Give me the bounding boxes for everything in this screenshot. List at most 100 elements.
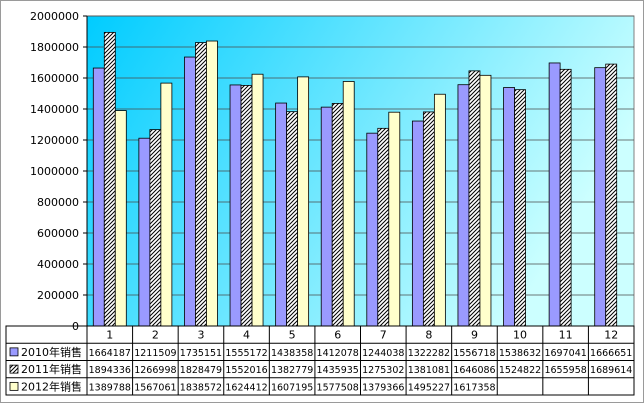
- y-tick-label: 1000000: [30, 165, 79, 178]
- data-label: 1697041: [544, 348, 586, 359]
- bar: [160, 82, 173, 327]
- bar: [468, 70, 481, 327]
- data-label: 1538632: [499, 348, 541, 359]
- bar: [605, 63, 618, 327]
- data-label: 1556718: [453, 348, 495, 359]
- legend-swatch: [9, 381, 19, 391]
- x-tick-label: 7: [380, 329, 387, 342]
- y-tick-label: 1600000: [30, 72, 79, 85]
- bar: [548, 62, 561, 327]
- legend-label: 2012年销售: [21, 379, 82, 393]
- data-label: 1894336: [89, 365, 131, 376]
- y-tick-label: 400000: [37, 258, 79, 271]
- bar: [275, 102, 288, 327]
- legend-swatch: [9, 364, 19, 374]
- x-tick-label: 2: [152, 329, 159, 342]
- bar: [514, 89, 526, 327]
- bar: [503, 87, 515, 327]
- data-label: 1624412: [225, 382, 267, 393]
- data-label: 1275302: [362, 365, 404, 376]
- bar: [320, 106, 333, 327]
- y-tick-label: 800000: [37, 196, 79, 209]
- x-tick-label: 8: [425, 329, 432, 342]
- data-label: 1607195: [271, 382, 313, 393]
- bar: [149, 129, 162, 327]
- data-label: 1244038: [362, 348, 404, 359]
- bar: [377, 127, 390, 327]
- x-tick-label: 11: [559, 329, 573, 342]
- bar: [240, 85, 253, 327]
- bar: [251, 73, 264, 327]
- data-label: 1438358: [271, 348, 313, 359]
- data-label: 1552016: [225, 365, 267, 376]
- x-tick-label: 12: [604, 329, 618, 342]
- data-label: 1379366: [362, 382, 404, 393]
- bar: [422, 111, 435, 327]
- x-tick-label: 1: [106, 329, 113, 342]
- x-tick-label: 9: [471, 329, 478, 342]
- y-tick-label: 1800000: [30, 41, 79, 54]
- bar: [594, 67, 607, 327]
- plot-area: [86, 15, 635, 327]
- data-label: 1689614: [590, 365, 632, 376]
- data-label: 1389788: [89, 382, 131, 393]
- bar: [286, 111, 299, 327]
- data-label: 1577508: [317, 382, 359, 393]
- bar: [103, 31, 116, 327]
- bar: [195, 42, 207, 327]
- data-label: 1646086: [453, 365, 495, 376]
- x-tick-label: 4: [243, 329, 250, 342]
- bar: [342, 81, 355, 327]
- data-label: 1664187: [89, 348, 131, 359]
- y-tick-label: 1400000: [30, 103, 79, 116]
- data-label: 1435935: [317, 365, 359, 376]
- x-tick-label: 6: [334, 329, 341, 342]
- data-label: 1495227: [408, 382, 450, 393]
- bar: [457, 84, 470, 327]
- bar: [331, 103, 344, 327]
- data-label: 1382779: [271, 365, 313, 376]
- data-label: 1322282: [408, 348, 450, 359]
- x-tick-label: 5: [289, 329, 296, 342]
- bars: [92, 31, 618, 327]
- bar: [297, 76, 310, 327]
- data-label: 1828479: [180, 365, 222, 376]
- y-tick-label: 600000: [37, 227, 79, 240]
- data-label: 1555172: [225, 348, 267, 359]
- bar: [138, 137, 151, 327]
- bar: [92, 67, 105, 327]
- y-tick-label: 1200000: [30, 134, 79, 147]
- x-tick-label: 10: [513, 329, 527, 342]
- y-axis: 0200000400000600000800000100000012000001…: [30, 10, 88, 333]
- legend-label: 2011年销售: [21, 362, 82, 376]
- y-tick-label: 2000000: [30, 10, 79, 23]
- data-label: 1666651: [590, 348, 632, 359]
- data-label: 1655958: [544, 365, 586, 376]
- x-tick-label: 3: [197, 329, 204, 342]
- bar: [559, 68, 572, 327]
- data-label: 1211509: [134, 348, 176, 359]
- bar: [184, 56, 196, 327]
- bar: [479, 74, 492, 327]
- legend-swatch: [9, 347, 19, 357]
- bar: [388, 111, 401, 327]
- data-label: 1524822: [499, 365, 541, 376]
- data-label: 1381081: [408, 365, 450, 376]
- data-label: 1266998: [134, 365, 176, 376]
- data-label: 1838572: [180, 382, 222, 393]
- data-label: 1617358: [453, 382, 495, 393]
- y-tick-label: 200000: [37, 289, 79, 302]
- bar: [366, 132, 379, 327]
- bar: [206, 40, 218, 327]
- legend-label: 2010年销售: [21, 345, 82, 359]
- data-label: 1735151: [180, 348, 222, 359]
- bar: [229, 84, 242, 327]
- bar: [411, 120, 424, 327]
- data-label: 1567061: [134, 382, 176, 393]
- data-label: 1412078: [317, 348, 359, 359]
- bar: [433, 93, 446, 327]
- bar: [114, 110, 127, 327]
